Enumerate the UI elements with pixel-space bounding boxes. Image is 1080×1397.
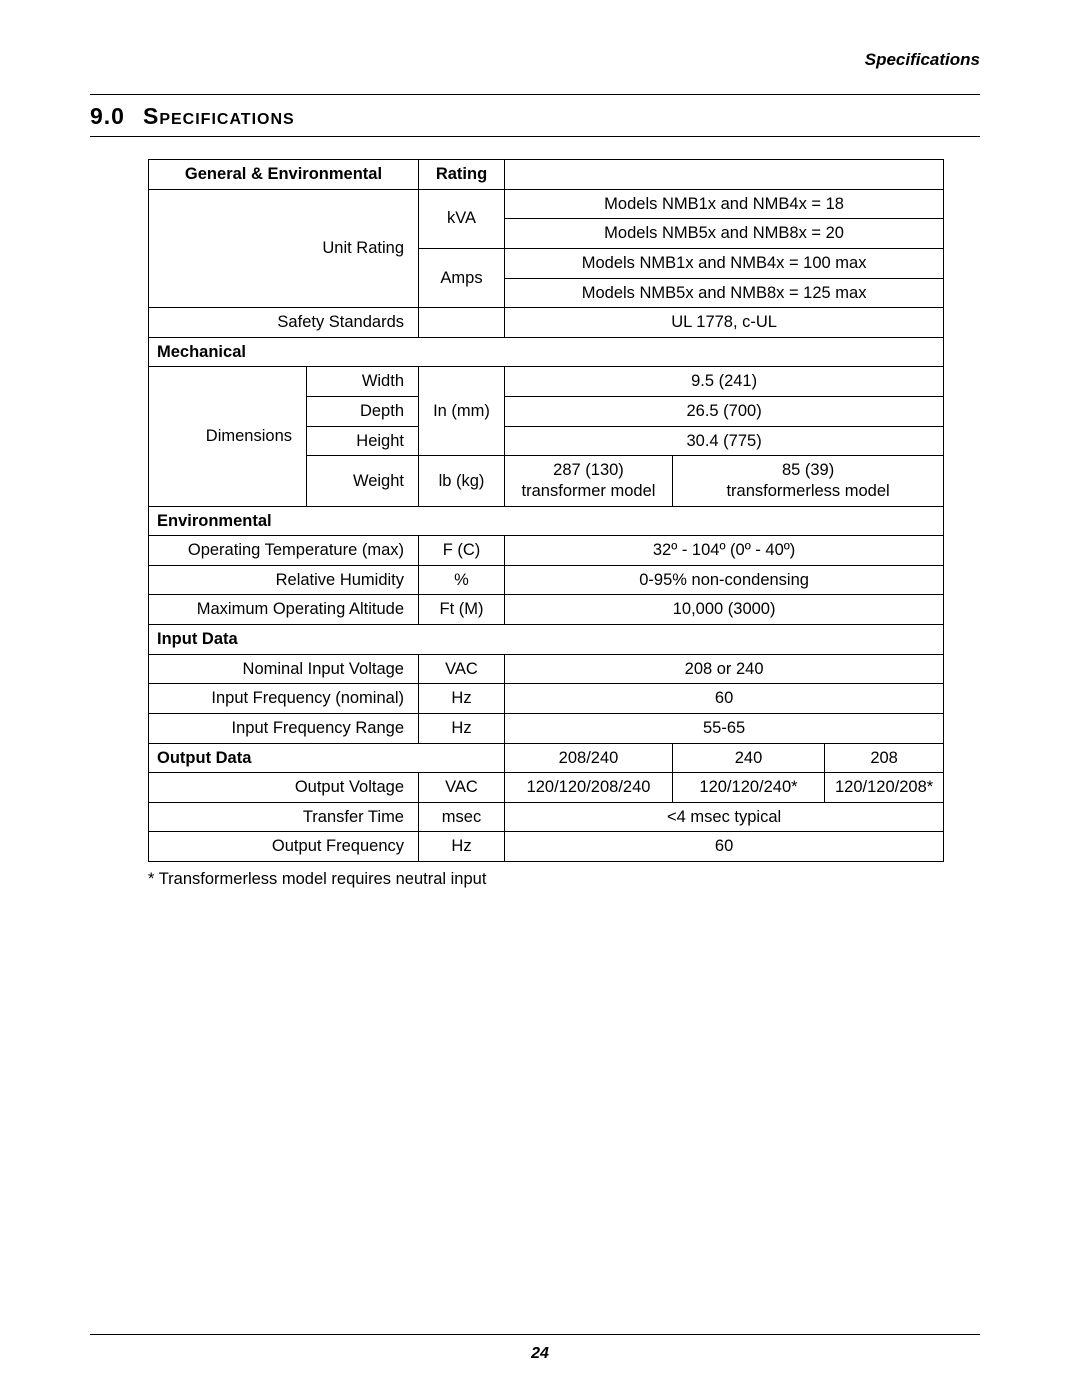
- table-row: Output VoltageVAC120/120/208/240120/120/…: [149, 773, 944, 803]
- table-cell: 30.4 (775): [505, 426, 944, 456]
- unit-cell: In (mm): [419, 367, 505, 456]
- table-header: General & Environmental: [149, 160, 419, 190]
- section-label: Environmental: [149, 506, 944, 536]
- section-label: Input Data: [149, 625, 944, 655]
- table-cell: 32º - 104º (0º - 40º): [505, 536, 944, 566]
- table-cell: 120/120/208/240: [505, 773, 673, 803]
- page-number: 24: [0, 1345, 1080, 1363]
- table-row: Input Frequency (nominal)Hz60: [149, 684, 944, 714]
- table-cell: 287 (130)transformer model: [505, 456, 673, 506]
- table-cell: 60: [505, 684, 944, 714]
- row-label: Unit Rating: [149, 189, 419, 308]
- unit-cell: msec: [419, 802, 505, 832]
- row-label: Operating Temperature (max): [149, 536, 419, 566]
- table-cell: Weight: [307, 456, 419, 506]
- table-row: Output Data208/240240208: [149, 743, 944, 773]
- section-number: 9.0: [90, 103, 125, 129]
- section-label: Mechanical: [149, 337, 944, 367]
- running-head: Specifications: [90, 50, 980, 70]
- table-row: DimensionsWidthIn (mm)9.5 (241): [149, 367, 944, 397]
- table-header-blank: [505, 160, 944, 190]
- row-label: Input Frequency (nominal): [149, 684, 419, 714]
- unit-cell: lb (kg): [419, 456, 505, 506]
- row-label: Relative Humidity: [149, 565, 419, 595]
- table-cell: 120/120/240*: [673, 773, 825, 803]
- table-cell: 208/240: [505, 743, 673, 773]
- row-label: Maximum Operating Altitude: [149, 595, 419, 625]
- table-row: Maximum Operating AltitudeFt (M)10,000 (…: [149, 595, 944, 625]
- unit-cell: Hz: [419, 684, 505, 714]
- unit-cell: VAC: [419, 654, 505, 684]
- table-row: Relative Humidity%0-95% non-condensing: [149, 565, 944, 595]
- spec-table-wrap: General & EnvironmentalRatingUnit Rating…: [148, 159, 980, 862]
- table-row: Unit RatingkVAModels NMB1x and NMB4x = 1…: [149, 189, 944, 219]
- row-label: Nominal Input Voltage: [149, 654, 419, 684]
- row-label: Output Frequency: [149, 832, 419, 862]
- table-row: General & EnvironmentalRating: [149, 160, 944, 190]
- table-row: Transfer Timemsec<4 msec typical: [149, 802, 944, 832]
- unit-cell: %: [419, 565, 505, 595]
- unit-cell: Hz: [419, 832, 505, 862]
- section-rule-bottom: [90, 136, 980, 137]
- table-cell: Height: [307, 426, 419, 456]
- row-label: Safety Standards: [149, 308, 419, 338]
- footer-rule: [90, 1334, 980, 1335]
- table-cell: Models NMB1x and NMB4x = 18: [505, 189, 944, 219]
- table-row: Input Frequency RangeHz55-65: [149, 713, 944, 743]
- table-cell: 208: [825, 743, 944, 773]
- table-cell: Models NMB5x and NMB8x = 20: [505, 219, 944, 249]
- table-row: Mechanical: [149, 337, 944, 367]
- table-cell: 208 or 240: [505, 654, 944, 684]
- table-cell: 55-65: [505, 713, 944, 743]
- unit-cell: F (C): [419, 536, 505, 566]
- table-header: Rating: [419, 160, 505, 190]
- unit-cell: VAC: [419, 773, 505, 803]
- table-cell: 10,000 (3000): [505, 595, 944, 625]
- unit-cell: Amps: [419, 248, 505, 307]
- row-label: Input Frequency Range: [149, 713, 419, 743]
- table-cell: Models NMB5x and NMB8x = 125 max: [505, 278, 944, 308]
- table-cell: UL 1778, c-UL: [505, 308, 944, 338]
- table-cell: 120/120/208*: [825, 773, 944, 803]
- section-label: Output Data: [149, 743, 505, 773]
- table-row: Input Data: [149, 625, 944, 655]
- table-row: Output FrequencyHz60: [149, 832, 944, 862]
- unit-cell: Ft (M): [419, 595, 505, 625]
- section-heading: 9.0 Specifications: [90, 95, 980, 136]
- table-cell: Models NMB1x and NMB4x = 100 max: [505, 248, 944, 278]
- table-row: Environmental: [149, 506, 944, 536]
- table-cell: 240: [673, 743, 825, 773]
- table-row: Safety Standards UL 1778, c-UL: [149, 308, 944, 338]
- row-label: Dimensions: [149, 367, 307, 506]
- footnote: * Transformerless model requires neutral…: [148, 870, 980, 889]
- table-cell: Width: [307, 367, 419, 397]
- table-cell: Depth: [307, 397, 419, 427]
- table-cell: <4 msec typical: [505, 802, 944, 832]
- unit-cell: kVA: [419, 189, 505, 248]
- unit-cell: [419, 308, 505, 338]
- table-cell: 26.5 (700): [505, 397, 944, 427]
- row-label: Transfer Time: [149, 802, 419, 832]
- table-row: Nominal Input VoltageVAC208 or 240: [149, 654, 944, 684]
- spec-table: General & EnvironmentalRatingUnit Rating…: [148, 159, 944, 862]
- table-cell: 9.5 (241): [505, 367, 944, 397]
- table-cell: 60: [505, 832, 944, 862]
- row-label: Output Voltage: [149, 773, 419, 803]
- section-title-text: Specifications: [143, 103, 295, 129]
- page: Specifications 9.0 Specifications General…: [0, 0, 1080, 1397]
- unit-cell: Hz: [419, 713, 505, 743]
- table-cell: 0-95% non-condensing: [505, 565, 944, 595]
- table-cell: 85 (39)transformerless model: [673, 456, 944, 506]
- table-row: Operating Temperature (max)F (C)32º - 10…: [149, 536, 944, 566]
